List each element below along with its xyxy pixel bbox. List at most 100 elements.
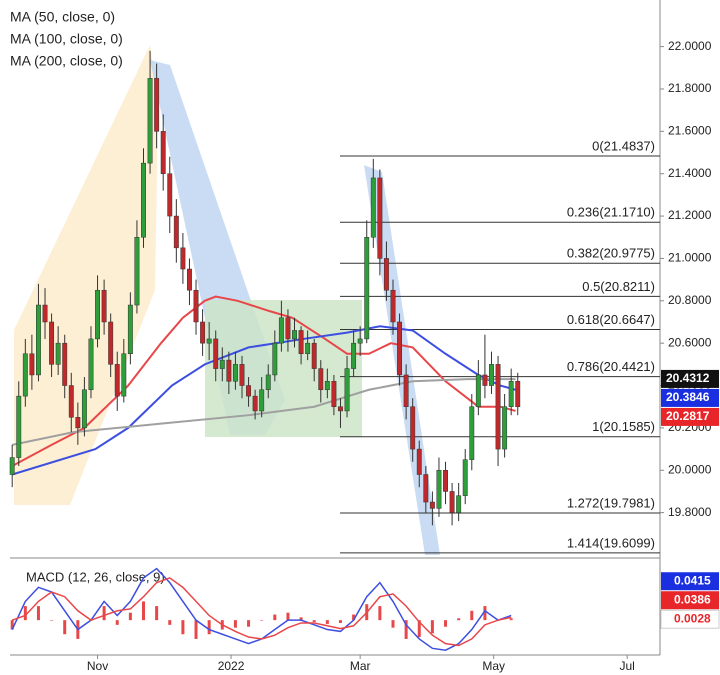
candle-body <box>423 474 429 503</box>
candle-body <box>410 406 416 450</box>
candle-body <box>272 342 278 376</box>
histogram-bar <box>181 620 185 635</box>
fib-label: 0.5(20.8211) <box>582 279 655 294</box>
candle-body <box>416 448 422 475</box>
y-tick-label: 21.2000 <box>668 208 712 222</box>
candle-body <box>338 406 343 412</box>
fib-label: 0.618(20.6647) <box>567 312 655 327</box>
y-tick-label: 21.6000 <box>668 124 712 138</box>
candle-body <box>88 338 94 391</box>
candle-body <box>22 353 28 397</box>
candle-body <box>475 374 481 407</box>
price-tag <box>661 369 719 388</box>
candle-body <box>141 162 146 238</box>
candle-body <box>206 338 212 344</box>
value-tag <box>660 609 720 629</box>
candle-body <box>239 364 245 386</box>
candle-body <box>187 268 192 291</box>
x-tick-label: Nov <box>87 659 108 673</box>
price-label: 20.2817 <box>666 409 710 423</box>
candle-body <box>95 289 100 340</box>
histogram-bar <box>168 620 172 625</box>
histogram-bar <box>417 620 421 638</box>
y-tick-label: 21.4000 <box>668 166 712 180</box>
candle-body <box>101 289 107 323</box>
candle-body <box>252 395 258 412</box>
fib-label: 1.414(19.6099) <box>567 535 655 550</box>
candle-body <box>226 359 232 382</box>
histogram-bar <box>338 620 342 623</box>
candle-body <box>49 321 55 365</box>
candle-body <box>259 389 265 412</box>
candle-body <box>232 364 238 382</box>
histogram-bar <box>233 620 237 628</box>
candle-body <box>154 78 160 132</box>
candle-body <box>167 173 173 217</box>
histogram-bar <box>312 620 316 623</box>
value-label: 0.0028 <box>674 611 711 625</box>
legend-entry: MA (50, close, 0) <box>10 9 115 25</box>
candle-body <box>219 359 225 369</box>
candle-body <box>443 470 448 492</box>
histogram-bar <box>286 612 290 621</box>
candle-body <box>173 215 179 249</box>
fib-label: 0.786(20.4421) <box>567 359 655 374</box>
histogram-bar <box>207 620 211 635</box>
histogram-bar <box>23 606 27 621</box>
price-tag <box>661 388 719 407</box>
candle-body <box>127 304 133 355</box>
candle-body <box>160 131 166 174</box>
candle-body <box>42 304 48 323</box>
histogram-bar <box>260 620 264 621</box>
candle-body <box>456 495 462 513</box>
fib-label: 1(20.1585) <box>592 419 655 434</box>
candle-body <box>429 501 435 509</box>
histogram-bar <box>325 620 329 624</box>
histogram-bar <box>430 620 434 634</box>
value-tag <box>661 572 719 591</box>
histogram-bar <box>352 614 356 621</box>
candle-body <box>331 381 337 407</box>
candle-body <box>351 342 357 369</box>
histogram-bar <box>36 606 40 621</box>
candle-body <box>383 258 389 291</box>
candle-body <box>377 177 383 259</box>
legend-entry: MA (200, close, 0) <box>10 53 123 69</box>
y-tick-label: 21.8000 <box>668 81 712 95</box>
candle-body <box>121 353 127 397</box>
candle-body <box>482 374 488 386</box>
candle-body <box>311 342 317 369</box>
macd-line <box>11 577 512 647</box>
candle-body <box>305 342 311 355</box>
candle-body <box>36 304 41 376</box>
y-tick-label: 22.0000 <box>668 39 712 53</box>
panel-title: MACD (12, 26, close, 9) <box>26 569 165 584</box>
histogram-bar <box>509 618 513 621</box>
y-tick-label: 20.8000 <box>668 293 712 307</box>
histogram-bar <box>404 620 408 639</box>
candle-body <box>318 368 324 391</box>
candle-body <box>55 342 61 365</box>
candle-body <box>469 406 475 460</box>
value-label: 0.0415 <box>674 573 711 587</box>
histogram-bar <box>470 610 474 621</box>
candle-body <box>364 237 370 340</box>
candle-body <box>324 381 330 391</box>
moving-average <box>11 325 516 476</box>
histogram-bar <box>128 612 132 621</box>
x-tick-label: Jul <box>619 659 634 673</box>
candle-body <box>68 385 74 418</box>
x-tick-label: 2022 <box>218 659 245 673</box>
histogram-bar <box>115 620 119 625</box>
candle-body <box>265 374 271 391</box>
candle-body <box>489 364 494 386</box>
x-tick-label: May <box>482 659 505 673</box>
candle-body <box>436 470 442 509</box>
histogram-bar <box>299 617 303 621</box>
moving-average <box>11 378 516 446</box>
histogram-bar <box>155 606 159 621</box>
histogram-bar <box>444 620 448 627</box>
candle-body <box>397 321 403 376</box>
histogram-bar <box>142 601 146 621</box>
y-tick-label: 21.0000 <box>668 251 712 265</box>
